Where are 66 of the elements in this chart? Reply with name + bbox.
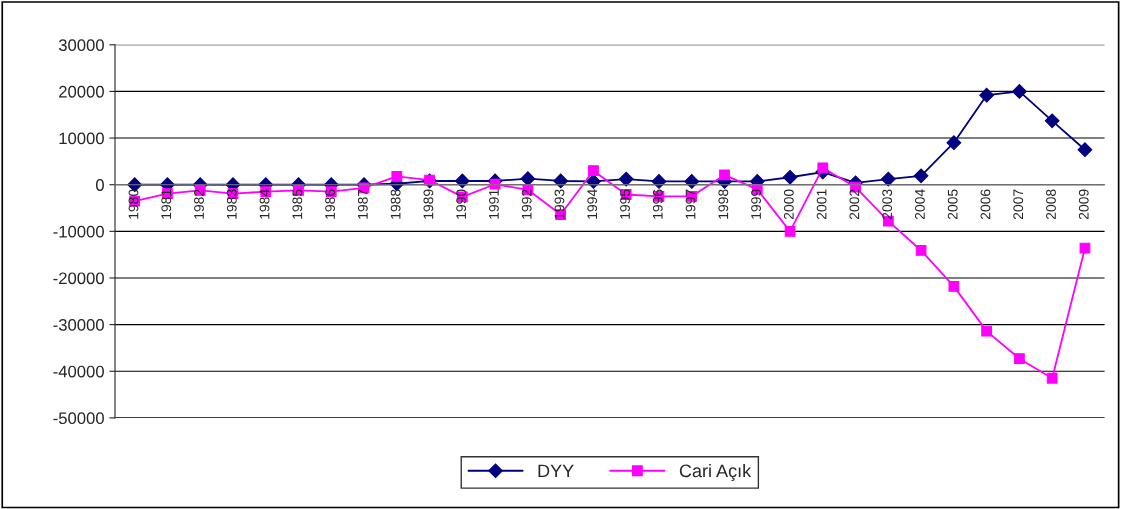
x-tick-label: 2004 [915,189,925,220]
y-tick-label: -10000 [53,225,104,238]
x-tick-label: 2002 [849,189,860,220]
x-tick-label: 2008 [1046,189,1056,220]
x-tick-label: 2001 [816,189,827,220]
x-tick-label: 1984 [259,189,270,219]
x-tick-label: 1987 [357,189,368,219]
point [719,169,730,181]
x-tick-label: 1999 [751,189,761,219]
point [913,168,929,184]
x-tick-label: 1983 [226,189,237,219]
point [915,245,927,256]
point [1046,372,1058,384]
x-tick-label: 1981 [161,189,172,219]
x-tick-label: 1993 [554,189,565,219]
point [553,173,569,189]
y-tick-label: -20000 [53,272,104,285]
point [520,171,536,187]
x-tick-label: 1989 [423,189,434,219]
point [588,165,599,177]
point [946,135,962,151]
x-tick-label: 1995 [620,189,630,219]
point [1014,353,1025,365]
x-tick-label: 2009 [1078,189,1089,220]
point [817,162,829,174]
x-tick-label: 1986 [325,189,335,219]
point [880,171,896,187]
point [784,225,796,237]
point [1079,242,1091,254]
point [618,171,634,187]
x-tick-label: 1996 [652,189,663,219]
x-tick-label: 1998 [718,189,729,219]
x-tick-label: 2000 [783,189,794,220]
point [979,87,995,103]
legend-label: DYY [538,464,574,478]
x-tick-label: 1985 [292,189,303,219]
y-tick-label: -30000 [53,319,104,331]
y-tick-label: 10000 [59,132,104,145]
x-tick-label: 1991 [489,189,499,219]
y-tick-label: 30000 [58,39,104,51]
point [684,174,700,189]
point [981,325,993,337]
point [651,174,667,189]
point [1044,113,1060,129]
x-tick-label: 1992 [521,189,532,219]
point [782,169,798,185]
x-tick-label: 1980 [128,189,139,219]
x-tick-label: 1982 [194,189,204,219]
x-tick-label: 1994 [587,189,598,219]
x-tick-label: 2003 [882,189,893,220]
y-tick-label: 20000 [59,85,104,98]
y-tick-label: -40000 [53,365,104,378]
x-tick-label: 2007 [1013,189,1024,220]
y-tick-label: 0 [95,179,104,191]
legend-label: Cari Açık [679,463,752,481]
x-tick-label: 1988 [390,189,401,219]
x-tick-label: 1990 [456,189,467,219]
point [948,280,960,292]
point [454,173,470,189]
point [1077,142,1093,158]
y-tick-label: -50000 [53,412,104,425]
x-tick-label: 1997 [685,189,696,219]
point [391,170,403,182]
point [1012,84,1027,99]
x-tick-label: 2005 [947,189,958,220]
x-tick-label: 2006 [980,189,991,220]
